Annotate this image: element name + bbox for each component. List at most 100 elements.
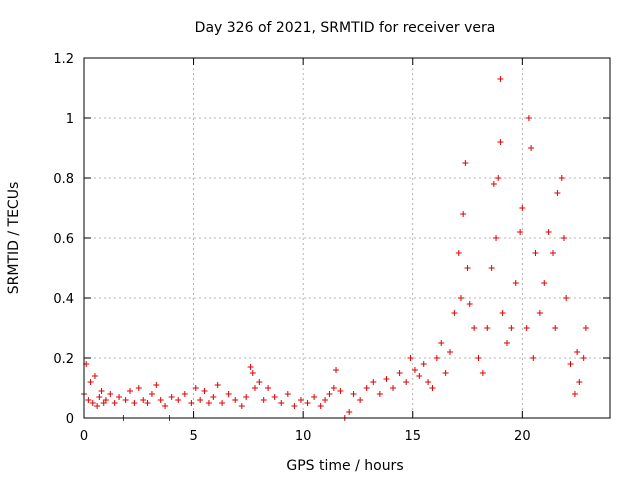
data-point <box>530 355 537 361</box>
data-point <box>330 385 337 391</box>
data-point <box>517 229 524 235</box>
data-point <box>357 397 364 403</box>
data-point <box>560 235 567 241</box>
data-point <box>197 397 204 403</box>
data-point <box>87 379 94 385</box>
data-point <box>322 397 329 403</box>
data-point <box>541 280 548 286</box>
grid-lines <box>84 58 610 418</box>
data-point <box>107 391 114 397</box>
data-point <box>580 355 587 361</box>
data-point <box>311 394 318 400</box>
data-point <box>91 373 98 379</box>
y-tick-label: 0.2 <box>53 352 74 367</box>
data-point <box>111 400 118 406</box>
data-point <box>479 370 486 376</box>
data-point <box>493 235 500 241</box>
data-point <box>523 325 530 331</box>
data-point <box>455 250 462 256</box>
y-tick-label: 1 <box>66 112 74 127</box>
data-point <box>116 394 123 400</box>
data-point <box>563 295 570 301</box>
data-point <box>94 403 101 409</box>
x-tick-label: 0 <box>80 429 88 444</box>
data-point <box>532 250 539 256</box>
x-tick-label: 10 <box>295 429 312 444</box>
data-point <box>519 205 526 211</box>
data-point <box>471 325 478 331</box>
data-point <box>210 394 217 400</box>
data-point <box>552 325 559 331</box>
data-point <box>140 397 147 403</box>
data-point <box>297 397 304 403</box>
data-point <box>558 175 565 181</box>
data-points <box>81 76 589 421</box>
data-point <box>337 388 344 394</box>
axis-ticks: 0 0.2 0.4 0.6 0.8 1 1.2 0 5 10 15 20 <box>53 52 610 444</box>
data-point <box>260 397 267 403</box>
data-point <box>98 388 105 394</box>
data-point <box>326 391 333 397</box>
data-point <box>407 355 414 361</box>
y-tick-label: 1.2 <box>53 52 74 67</box>
data-point <box>157 397 164 403</box>
data-point <box>433 355 440 361</box>
data-point <box>571 391 578 397</box>
data-point <box>457 295 464 301</box>
data-point <box>447 349 454 355</box>
data-point <box>219 400 226 406</box>
data-point <box>497 76 504 82</box>
data-point <box>451 310 458 316</box>
data-point <box>370 379 377 385</box>
data-point <box>291 403 298 409</box>
data-point <box>464 265 471 271</box>
data-point <box>495 175 502 181</box>
data-point <box>85 397 92 403</box>
data-point <box>205 400 212 406</box>
data-point <box>460 211 467 217</box>
data-point <box>475 355 482 361</box>
data-point <box>122 397 129 403</box>
data-point <box>442 370 449 376</box>
data-point <box>376 391 383 397</box>
data-point <box>225 391 232 397</box>
data-point <box>256 379 263 385</box>
data-point <box>383 376 390 382</box>
y-axis-label: SRMTID / TECUs <box>6 182 22 295</box>
data-point <box>508 325 515 331</box>
plot-frame <box>83 57 611 419</box>
data-point <box>243 394 250 400</box>
data-point <box>425 379 432 385</box>
data-point <box>390 385 397 391</box>
y-tick-label: 0.6 <box>53 232 74 247</box>
y-tick-label: 0.8 <box>53 172 74 187</box>
data-point <box>317 403 324 409</box>
data-point <box>396 370 403 376</box>
chart-title: Day 326 of 2021, SRMTID for receiver ver… <box>195 20 496 36</box>
data-point <box>102 397 109 403</box>
x-tick-label: 15 <box>404 429 421 444</box>
data-point <box>574 349 581 355</box>
data-point <box>127 388 134 394</box>
data-point <box>550 250 557 256</box>
data-point <box>497 139 504 145</box>
x-tick-label: 5 <box>189 429 197 444</box>
data-point <box>403 379 410 385</box>
data-point <box>438 340 445 346</box>
data-point <box>278 400 285 406</box>
data-point <box>499 310 506 316</box>
data-point <box>420 361 427 367</box>
data-point <box>284 391 291 397</box>
data-point <box>89 400 96 406</box>
data-point <box>462 160 469 166</box>
data-point <box>247 364 254 370</box>
data-point <box>503 340 510 346</box>
data-point <box>567 361 574 367</box>
data-point <box>346 409 353 415</box>
data-point <box>512 280 519 286</box>
data-point <box>545 229 552 235</box>
data-point <box>135 385 142 391</box>
data-point <box>238 403 245 409</box>
data-point <box>148 391 155 397</box>
x-axis-label: GPS time / hours <box>286 458 403 474</box>
